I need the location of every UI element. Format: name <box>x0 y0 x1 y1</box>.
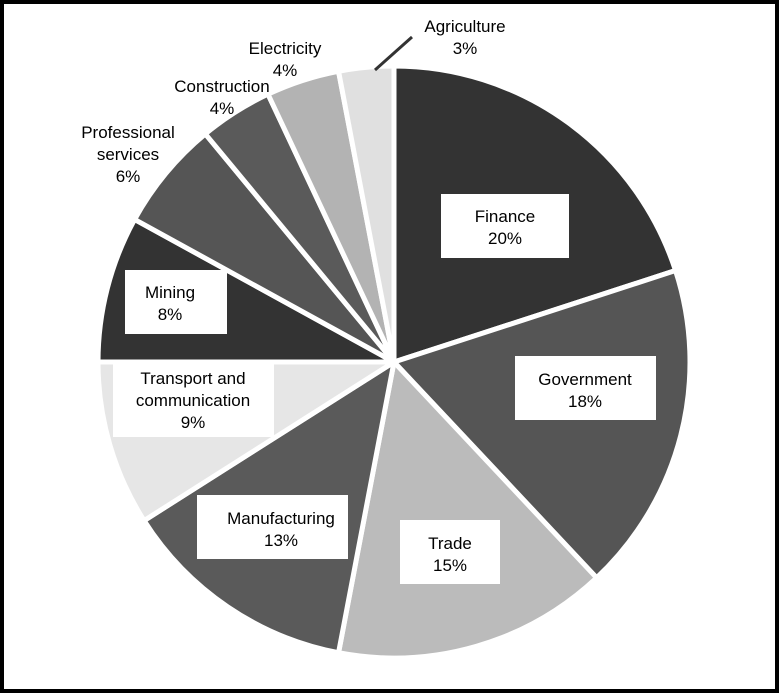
name-mining: Mining <box>145 283 195 302</box>
label-box-manufacturing <box>197 495 348 559</box>
value-professional-services: 6% <box>116 167 141 186</box>
label-box-mining <box>125 270 227 334</box>
leader-line-agriculture <box>374 35 413 72</box>
label-government: Government 18% <box>515 356 656 420</box>
value-government: 18% <box>568 392 602 411</box>
name-government: Government <box>538 370 632 389</box>
pie-labels: Finance 20% Government 18% Trade 15% Manufactu… <box>81 17 656 584</box>
name-professional-services: services <box>97 145 159 164</box>
label-transport-and-communication: Transport and communication 9% <box>113 363 274 437</box>
label-mining: Mining 8% <box>125 270 227 334</box>
value-transport-and-communication: 9% <box>181 413 206 432</box>
name-construction: Construction <box>174 77 269 96</box>
name-professional-services: Professional <box>81 123 175 142</box>
value-finance: 20% <box>488 229 522 248</box>
label-box-transport-and-communication <box>113 363 274 437</box>
value-manufacturing: 13% <box>264 531 298 550</box>
label-electricity: Electricity 4% <box>249 39 322 80</box>
name-finance: Finance <box>475 207 535 226</box>
value-electricity: 4% <box>273 61 298 80</box>
name-electricity: Electricity <box>249 39 322 58</box>
label-professional-services: Professional services 6% <box>81 123 175 186</box>
name-transport-and-communication: Transport and <box>140 369 245 388</box>
label-trade: Trade 15% <box>400 520 500 584</box>
label-agriculture: Agriculture 3% <box>424 17 505 58</box>
value-construction: 4% <box>210 99 235 118</box>
slice-government <box>391 268 693 581</box>
value-mining: 8% <box>158 305 183 324</box>
label-finance: Finance 20% <box>441 194 569 258</box>
name-trade: Trade <box>428 534 472 553</box>
label-box-government <box>515 356 656 420</box>
label-manufacturing: Manufacturing 13% <box>197 495 348 559</box>
name-transport-and-communication: communication <box>136 391 250 410</box>
name-manufacturing: Manufacturing <box>227 509 335 528</box>
label-construction: Construction 4% <box>174 77 269 118</box>
name-agriculture: Agriculture <box>424 17 505 36</box>
slice-agriculture <box>336 63 397 365</box>
label-box-finance <box>441 194 569 258</box>
value-trade: 15% <box>433 556 467 575</box>
value-agriculture: 3% <box>453 39 478 58</box>
slice-trade <box>336 359 600 661</box>
label-box-trade <box>400 520 500 584</box>
